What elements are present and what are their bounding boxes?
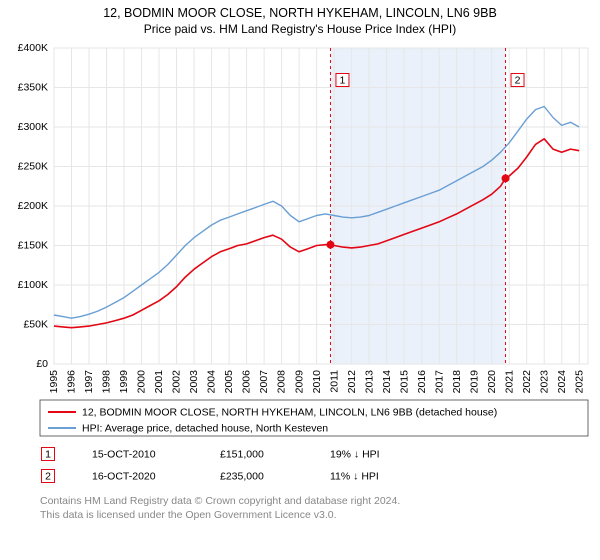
svg-text:£350K: £350K [18, 82, 48, 94]
svg-text:£150K: £150K [18, 240, 48, 252]
footer-line-1: Contains HM Land Registry data © Crown c… [40, 494, 588, 508]
svg-text:£151,000: £151,000 [220, 449, 264, 461]
svg-text:2011: 2011 [328, 370, 340, 393]
svg-text:2025: 2025 [573, 370, 585, 394]
svg-text:12, BODMIN MOOR CLOSE, NORTH H: 12, BODMIN MOOR CLOSE, NORTH HYKEHAM, LI… [82, 407, 497, 419]
svg-text:2008: 2008 [276, 370, 288, 394]
svg-text:1997: 1997 [83, 370, 95, 394]
svg-text:2020: 2020 [486, 370, 498, 394]
svg-text:2009: 2009 [293, 370, 305, 394]
svg-text:£400K: £400K [18, 42, 48, 54]
svg-text:2005: 2005 [223, 370, 235, 394]
svg-text:2017: 2017 [433, 370, 445, 394]
footer-attribution: Contains HM Land Registry data © Crown c… [0, 494, 600, 522]
svg-text:2000: 2000 [136, 370, 148, 394]
svg-text:2021: 2021 [503, 370, 515, 394]
svg-text:1995: 1995 [48, 370, 60, 394]
svg-text:2006: 2006 [241, 370, 253, 394]
chart-subtitle: Price paid vs. HM Land Registry's House … [0, 20, 600, 36]
svg-text:2: 2 [45, 471, 51, 483]
svg-text:1998: 1998 [101, 370, 113, 394]
svg-text:£300K: £300K [18, 121, 48, 133]
svg-text:15-OCT-2010: 15-OCT-2010 [92, 449, 156, 461]
svg-text:2023: 2023 [538, 370, 550, 394]
svg-text:1: 1 [340, 75, 346, 87]
svg-text:16-OCT-2020: 16-OCT-2020 [92, 471, 156, 483]
svg-text:2018: 2018 [451, 370, 463, 394]
svg-text:£0: £0 [36, 358, 48, 370]
svg-text:2016: 2016 [416, 370, 428, 394]
svg-text:2010: 2010 [311, 370, 323, 394]
svg-text:2004: 2004 [206, 370, 218, 394]
svg-text:£50K: £50K [23, 319, 48, 331]
svg-text:2022: 2022 [521, 370, 533, 394]
svg-text:2001: 2001 [153, 370, 165, 394]
svg-text:2002: 2002 [171, 370, 183, 394]
svg-text:2012: 2012 [346, 370, 358, 394]
svg-text:2019: 2019 [468, 370, 480, 394]
svg-text:£250K: £250K [18, 161, 48, 173]
transactions-table: 1 15-OCT-2010 £151,000 19% ↓ HPI 2 16-OCT-202… [0, 440, 600, 494]
svg-text:19% ↓ HPI: 19% ↓ HPI [330, 449, 380, 461]
svg-text:2013: 2013 [363, 370, 375, 394]
svg-text:£235,000: £235,000 [220, 471, 264, 483]
footer-line-2: This data is licensed under the Open Gov… [40, 508, 588, 522]
svg-text:2: 2 [515, 75, 521, 87]
legend: 12, BODMIN MOOR CLOSE, NORTH HYKEHAM, LI… [0, 396, 600, 440]
svg-text:2003: 2003 [188, 370, 200, 394]
svg-text:£100K: £100K [18, 279, 48, 291]
svg-text:1: 1 [45, 449, 51, 461]
svg-text:2007: 2007 [258, 370, 270, 394]
svg-text:1996: 1996 [66, 370, 78, 394]
price-chart: £0 £50K £100K £150K £200K £250K £300K £350K £400… [0, 36, 600, 396]
svg-text:£200K: £200K [18, 200, 48, 212]
svg-text:2014: 2014 [381, 370, 393, 394]
svg-text:1999: 1999 [118, 370, 130, 394]
svg-text:2015: 2015 [398, 370, 410, 394]
svg-text:11% ↓ HPI: 11% ↓ HPI [330, 471, 379, 483]
svg-text:HPI: Average price, detached h: HPI: Average price, detached house, Nort… [82, 423, 328, 435]
svg-text:2024: 2024 [556, 370, 568, 394]
chart-title: 12, BODMIN MOOR CLOSE, NORTH HYKEHAM, LI… [0, 0, 600, 20]
